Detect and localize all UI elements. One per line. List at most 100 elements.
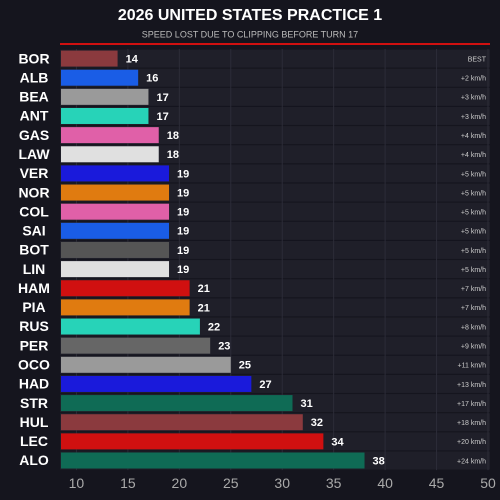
chart-title: 2026 UNITED STATES PRACTICE 1 bbox=[118, 7, 382, 24]
row-stripe bbox=[60, 49, 490, 68]
bar bbox=[61, 107, 149, 124]
bar bbox=[61, 88, 149, 105]
driver-label: SAI bbox=[22, 223, 45, 239]
value-label: 19 bbox=[177, 207, 189, 219]
x-tick-label: 15 bbox=[120, 475, 136, 491]
x-tick-label: 25 bbox=[223, 475, 239, 491]
value-label: 17 bbox=[156, 92, 168, 104]
bar bbox=[61, 203, 170, 220]
bar bbox=[61, 337, 211, 354]
delta-label: +5 km/h bbox=[461, 190, 486, 197]
delta-label: +5 km/h bbox=[461, 229, 486, 236]
value-label: 18 bbox=[167, 130, 179, 142]
delta-label: +5 km/h bbox=[461, 171, 486, 178]
value-label: 27 bbox=[259, 379, 271, 391]
value-label: 32 bbox=[311, 417, 323, 429]
bar bbox=[61, 146, 159, 163]
value-label: 19 bbox=[177, 245, 189, 257]
driver-label: BEA bbox=[19, 89, 49, 105]
delta-label: +3 km/h bbox=[461, 95, 486, 102]
value-label: 23 bbox=[218, 341, 230, 353]
bar bbox=[61, 433, 324, 450]
driver-label: LIN bbox=[23, 261, 46, 277]
value-label: 14 bbox=[126, 53, 139, 65]
driver-label: ALB bbox=[20, 69, 49, 85]
delta-label: +7 km/h bbox=[461, 305, 486, 312]
value-label: 18 bbox=[167, 149, 179, 161]
delta-label: +4 km/h bbox=[461, 133, 486, 140]
bar bbox=[61, 261, 170, 278]
value-label: 38 bbox=[373, 455, 385, 467]
driver-label: NOR bbox=[18, 184, 49, 200]
delta-label: +3 km/h bbox=[461, 114, 486, 121]
chart-subtitle: SPEED LOST DUE TO CLIPPING BEFORE TURN 1… bbox=[142, 29, 358, 39]
bar bbox=[61, 414, 303, 431]
x-tick-label: 40 bbox=[377, 475, 393, 491]
driver-label: ALO bbox=[19, 452, 49, 468]
delta-label: +5 km/h bbox=[461, 210, 486, 217]
driver-label: HAM bbox=[18, 280, 50, 296]
bar bbox=[61, 395, 293, 412]
bar bbox=[61, 165, 170, 182]
bar bbox=[61, 222, 170, 239]
x-tick-label: 35 bbox=[326, 475, 342, 491]
delta-label: +4 km/h bbox=[461, 152, 486, 159]
value-label: 34 bbox=[331, 436, 344, 448]
value-label: 31 bbox=[301, 398, 313, 410]
value-label: 19 bbox=[177, 226, 189, 238]
driver-label: GAS bbox=[19, 127, 49, 143]
value-label: 21 bbox=[198, 283, 210, 295]
bar bbox=[61, 452, 365, 469]
delta-label: +20 km/h bbox=[457, 439, 486, 446]
driver-label: COL bbox=[19, 203, 49, 219]
driver-label: PER bbox=[20, 337, 49, 353]
driver-label: STR bbox=[20, 395, 48, 411]
bar bbox=[61, 280, 190, 297]
value-label: 22 bbox=[208, 321, 220, 333]
bar bbox=[61, 69, 139, 86]
driver-label: LAW bbox=[18, 146, 50, 162]
row-stripe bbox=[60, 106, 490, 125]
x-tick-label: 10 bbox=[69, 475, 85, 491]
value-label: 19 bbox=[177, 264, 189, 276]
bar bbox=[61, 356, 231, 373]
driver-label: RUS bbox=[19, 318, 49, 334]
driver-label: PIA bbox=[22, 299, 45, 315]
value-label: 17 bbox=[156, 111, 168, 123]
delta-label: +11 km/h bbox=[458, 363, 487, 370]
bar bbox=[61, 375, 252, 392]
row-stripe bbox=[60, 145, 490, 164]
delta-label: +13 km/h bbox=[457, 382, 486, 389]
x-tick-label: 30 bbox=[274, 475, 290, 491]
driver-label: HUL bbox=[20, 414, 49, 430]
value-label: 19 bbox=[177, 168, 189, 180]
bar bbox=[61, 299, 190, 316]
delta-label: +5 km/h bbox=[461, 267, 486, 274]
driver-label: OCO bbox=[18, 357, 50, 373]
delta-label: +24 km/h bbox=[457, 458, 486, 465]
bar bbox=[61, 241, 170, 258]
value-label: 16 bbox=[146, 73, 158, 85]
driver-label: LEC bbox=[20, 433, 48, 449]
bar bbox=[61, 50, 118, 67]
delta-label: +8 km/h bbox=[461, 324, 486, 331]
value-label: 19 bbox=[177, 187, 189, 199]
delta-label: BEST bbox=[468, 56, 487, 63]
row-stripe bbox=[60, 87, 490, 106]
row-stripe bbox=[60, 126, 490, 145]
bar bbox=[61, 127, 159, 144]
driver-label: BOR bbox=[18, 50, 49, 66]
delta-label: +2 km/h bbox=[461, 76, 486, 83]
x-tick-label: 20 bbox=[172, 475, 188, 491]
bar bbox=[61, 318, 200, 335]
row-stripe bbox=[60, 68, 490, 87]
delta-label: +5 km/h bbox=[461, 248, 486, 255]
delta-label: +18 km/h bbox=[457, 420, 486, 427]
delta-label: +7 km/h bbox=[461, 286, 486, 293]
driver-label: BOT bbox=[19, 242, 49, 258]
delta-label: +9 km/h bbox=[461, 344, 486, 351]
value-label: 21 bbox=[198, 302, 210, 314]
x-tick-label: 45 bbox=[429, 475, 445, 491]
